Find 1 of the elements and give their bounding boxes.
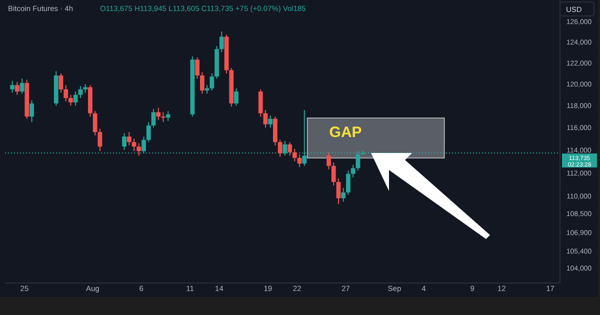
annotation: GAP [329,124,362,141]
